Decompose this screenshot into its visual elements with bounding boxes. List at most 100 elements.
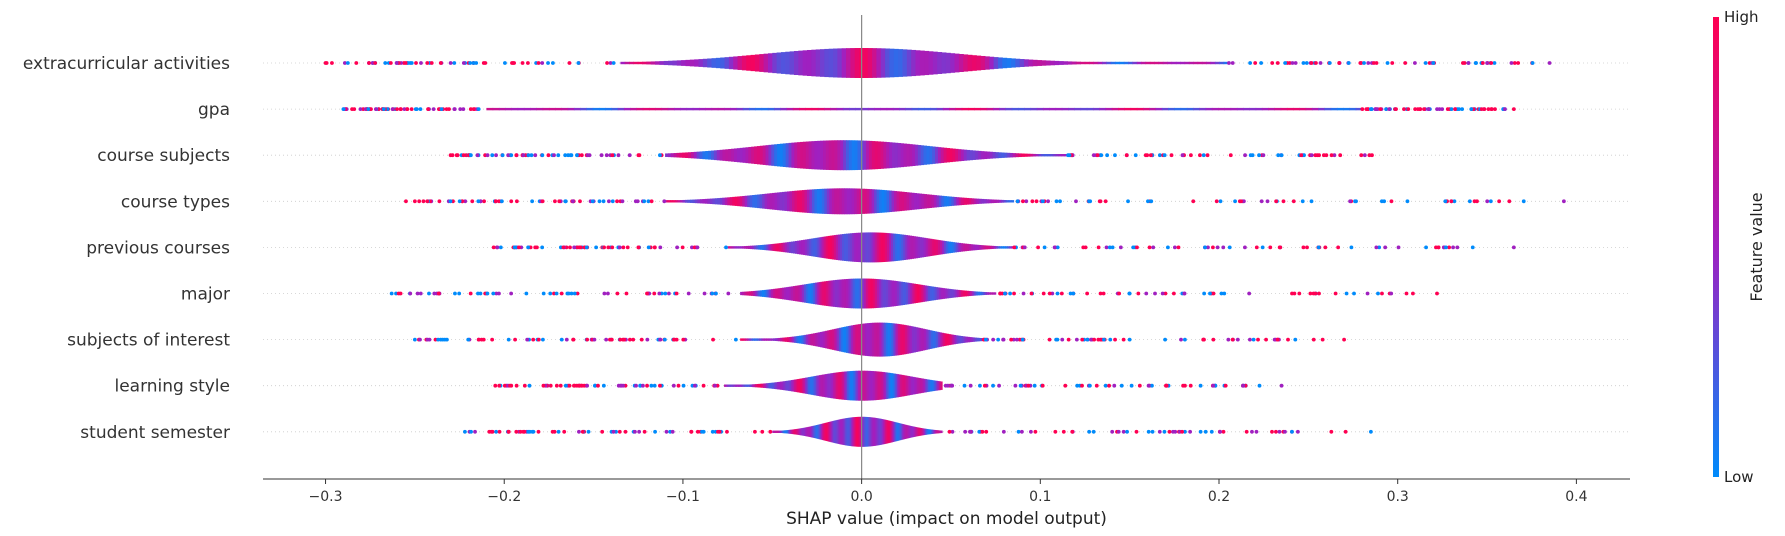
violin-slice: [811, 333, 814, 346]
shap-point: [606, 291, 610, 296]
violin-slice: [840, 419, 842, 445]
violin-slice: [1024, 153, 1028, 157]
shap-point: [1059, 291, 1064, 296]
violin-slice: [845, 326, 849, 353]
violin-slice: [811, 376, 814, 395]
violin-slice: [1006, 200, 1010, 203]
violin-slice: [937, 147, 942, 164]
shap-point: [396, 291, 401, 296]
violin-slice: [859, 188, 863, 214]
shap-point: [575, 153, 579, 158]
violin-slice: [972, 244, 976, 251]
violin-slice: [867, 107, 875, 111]
violin-slice: [804, 189, 808, 213]
violin-slice: [770, 244, 774, 251]
violin-slice: [1001, 246, 1004, 249]
violin-slice: [831, 235, 835, 260]
feature-label: student semester: [80, 423, 230, 443]
violin-slice: [899, 374, 903, 397]
violin-slice: [792, 379, 795, 392]
violin-slice: [842, 107, 850, 111]
x-ticks: −0.3 −0.2 −0.1 0.0 0.1 0.2 0.3 0.4: [309, 479, 1588, 505]
violin-slice: [889, 48, 895, 78]
violin-slice: [948, 334, 951, 346]
shap-point: [1259, 61, 1264, 65]
shap-point: [1033, 429, 1038, 434]
shap-point: [482, 199, 486, 204]
shap-point: [1305, 245, 1309, 250]
shap-point: [1060, 337, 1065, 342]
violin-slice: [856, 188, 860, 215]
shap-point: [466, 337, 471, 342]
violin-slice: [907, 376, 910, 396]
shap-point: [437, 199, 442, 204]
violin-slice: [1119, 61, 1125, 65]
violin-slice: [891, 280, 895, 307]
shap-point: [1309, 199, 1314, 204]
violin-slice: [825, 422, 828, 441]
violin-slice: [916, 427, 919, 437]
shap-point: [1342, 337, 1346, 342]
violin-slice: [935, 430, 938, 434]
violin-slice: [769, 338, 772, 341]
violin-slice: [862, 232, 866, 263]
violin-slice: [923, 145, 927, 165]
violin-slice: [679, 200, 684, 203]
violin-slice: [573, 107, 581, 111]
shap-point: [1022, 245, 1027, 250]
violin-slice: [755, 338, 759, 341]
shap-point: [1383, 245, 1388, 250]
violin-slice: [1006, 58, 1012, 68]
shap-point: [546, 153, 551, 158]
shap-point: [514, 383, 519, 388]
violin-slice: [884, 232, 888, 262]
shap-point: [540, 199, 545, 204]
shap-point: [499, 199, 504, 204]
violin-slice: [978, 244, 982, 250]
shap-point: [1147, 245, 1152, 250]
violin-slice: [839, 234, 843, 261]
shap-point: [578, 245, 583, 250]
violin-slice: [934, 380, 937, 391]
violin-slice: [536, 107, 544, 111]
violin-slice: [982, 291, 986, 296]
violin-slice: [830, 107, 838, 111]
shap-point: [602, 245, 607, 250]
violin-slice: [1171, 61, 1177, 65]
shap-point: [606, 199, 611, 204]
shap-point: [1214, 199, 1219, 204]
shap-point: [658, 245, 663, 250]
violin-slice: [973, 291, 977, 296]
shap-point: [1209, 429, 1214, 434]
violin-slice: [797, 142, 801, 169]
violin-slice: [878, 232, 882, 263]
shap-point: [1085, 337, 1090, 342]
shap-point: [1233, 199, 1237, 204]
violin-slice: [862, 278, 865, 309]
violin-slice: [788, 429, 790, 434]
violin-slice: [792, 107, 800, 111]
shap-point: [1188, 153, 1193, 158]
violin-slice: [1009, 152, 1014, 158]
violin-slice: [937, 430, 939, 434]
shap-point: [584, 245, 589, 250]
shap-point: [418, 291, 423, 296]
shap-point: [1292, 291, 1297, 296]
violin-slice: [730, 107, 738, 111]
violin-slice: [799, 240, 802, 255]
shap-point: [1118, 245, 1123, 250]
violin-slice: [866, 140, 870, 170]
violin-slice: [782, 191, 786, 211]
violin-slice: [880, 322, 884, 357]
violin-slice: [752, 245, 755, 250]
violin-slice: [909, 235, 912, 260]
violin-slice: [1155, 107, 1163, 111]
violin-slice: [846, 418, 849, 446]
violin-slice: [981, 291, 984, 296]
violin-slice: [927, 429, 930, 435]
shap-point: [1485, 61, 1489, 65]
violin-slice: [1305, 107, 1313, 111]
shap-point: [1008, 291, 1012, 296]
shap-point: [645, 337, 650, 342]
violin-slice: [804, 334, 807, 345]
